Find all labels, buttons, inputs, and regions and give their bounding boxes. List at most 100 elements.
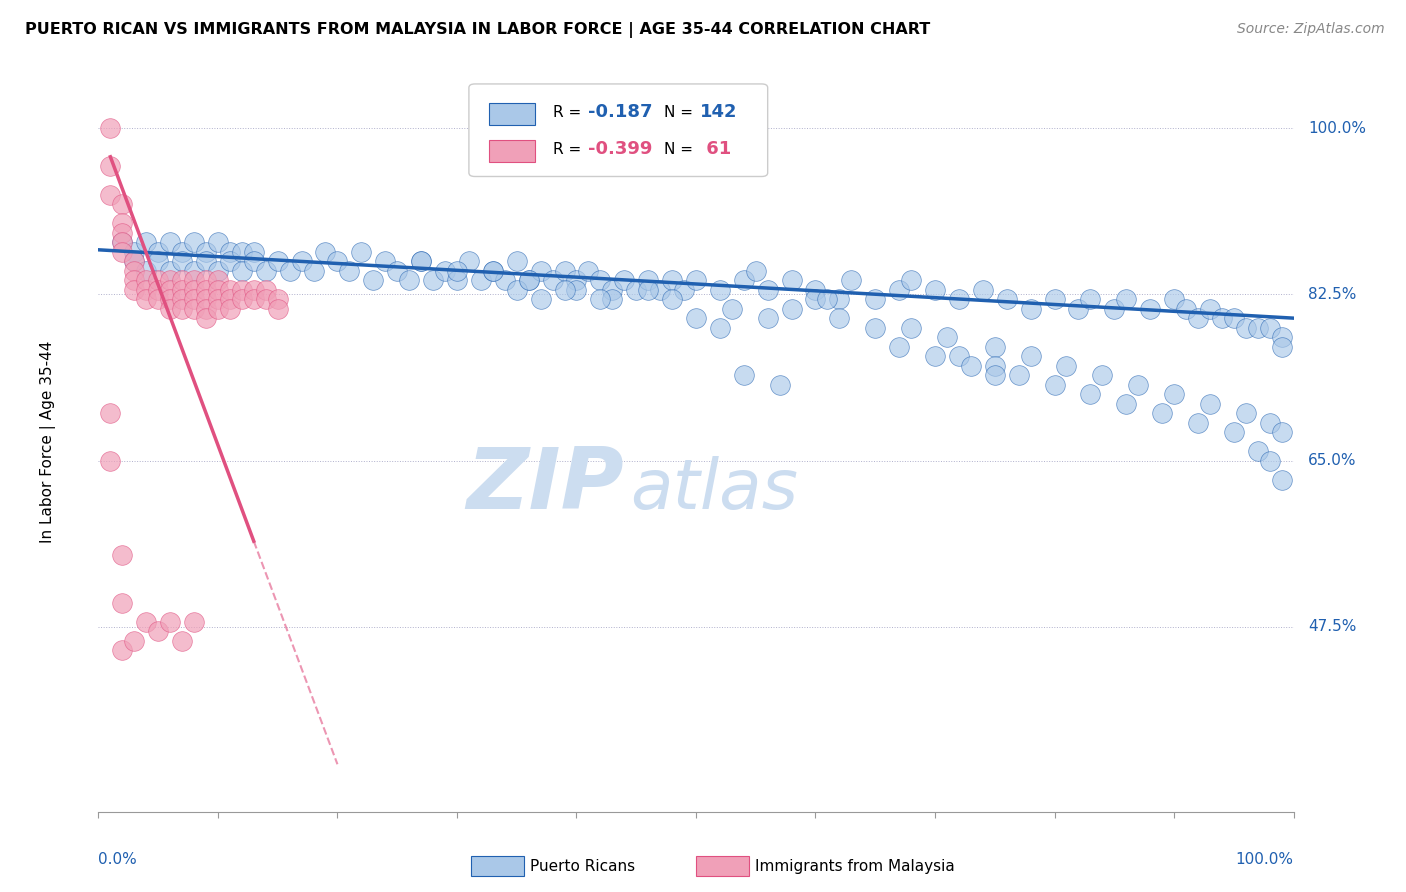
Point: [183, 292, 205, 306]
Point: [231, 292, 253, 306]
Point: [159, 301, 181, 316]
Text: 100.0%: 100.0%: [1236, 853, 1294, 867]
Point: [613, 273, 636, 287]
Point: [1199, 301, 1222, 316]
Point: [98, 453, 122, 467]
Point: [1115, 292, 1137, 306]
Point: [661, 273, 683, 287]
Text: Puerto Ricans: Puerto Ricans: [530, 859, 636, 873]
Point: [745, 263, 768, 277]
Text: 0.0%: 0.0%: [98, 853, 138, 867]
Text: Immigrants from Malaysia: Immigrants from Malaysia: [755, 859, 955, 873]
Text: -0.399: -0.399: [589, 140, 652, 158]
Point: [889, 340, 911, 354]
Point: [111, 235, 134, 250]
Point: [506, 254, 529, 268]
Point: [124, 283, 146, 297]
Point: [602, 292, 624, 306]
Point: [661, 292, 683, 306]
Point: [278, 263, 301, 277]
Point: [960, 359, 983, 373]
Point: [1139, 301, 1161, 316]
Point: [446, 263, 468, 277]
Point: [111, 226, 134, 240]
Point: [195, 273, 218, 287]
Point: [207, 235, 229, 250]
Point: [804, 292, 827, 306]
Point: [1247, 444, 1270, 458]
Text: atlas: atlas: [630, 456, 799, 524]
Point: [1247, 320, 1270, 334]
Point: [900, 320, 922, 334]
Point: [648, 283, 672, 297]
Point: [768, 377, 790, 392]
Point: [541, 273, 564, 287]
Point: [231, 263, 253, 277]
Text: R =: R =: [553, 104, 586, 120]
Point: [159, 235, 181, 250]
Point: [411, 254, 433, 268]
Point: [363, 273, 385, 287]
Point: [411, 254, 433, 268]
Point: [1258, 453, 1281, 467]
Point: [219, 301, 242, 316]
Point: [1258, 320, 1281, 334]
Point: [936, 330, 959, 344]
Point: [326, 254, 349, 268]
Point: [565, 283, 588, 297]
Point: [1211, 311, 1233, 326]
Point: [291, 254, 314, 268]
Point: [422, 273, 444, 287]
Point: [98, 187, 122, 202]
Point: [709, 283, 731, 297]
Point: [1043, 377, 1066, 392]
Point: [434, 263, 457, 277]
Point: [995, 292, 1018, 306]
Point: [685, 273, 707, 287]
Point: [948, 349, 970, 363]
Point: [1271, 473, 1294, 487]
Point: [124, 244, 146, 259]
Point: [1187, 311, 1209, 326]
Point: [243, 292, 266, 306]
Point: [1019, 301, 1042, 316]
Point: [172, 633, 194, 648]
Point: [924, 349, 946, 363]
Point: [602, 283, 624, 297]
Point: [1128, 377, 1150, 392]
Point: [172, 301, 194, 316]
Point: [124, 254, 146, 268]
Point: [111, 549, 134, 563]
Point: [159, 292, 181, 306]
Point: [458, 254, 481, 268]
Point: [148, 283, 170, 297]
Point: [172, 292, 194, 306]
Point: [207, 273, 229, 287]
Point: [183, 283, 205, 297]
Point: [815, 292, 838, 306]
Point: [481, 263, 505, 277]
Point: [865, 292, 887, 306]
Point: [589, 292, 612, 306]
Point: [183, 301, 205, 316]
Point: [172, 273, 194, 287]
Point: [207, 263, 229, 277]
Point: [172, 254, 194, 268]
Point: [709, 320, 731, 334]
Point: [530, 292, 553, 306]
Point: [554, 283, 576, 297]
Point: [1008, 368, 1031, 383]
Point: [339, 263, 361, 277]
Point: [195, 254, 218, 268]
Point: [554, 263, 576, 277]
Bar: [489, 103, 534, 126]
Text: 82.5%: 82.5%: [1308, 287, 1357, 301]
Point: [124, 263, 146, 277]
Point: [124, 254, 146, 268]
Point: [254, 263, 277, 277]
Point: [254, 292, 277, 306]
Point: [124, 633, 146, 648]
Point: [135, 283, 157, 297]
Point: [111, 197, 134, 211]
Point: [494, 273, 516, 287]
